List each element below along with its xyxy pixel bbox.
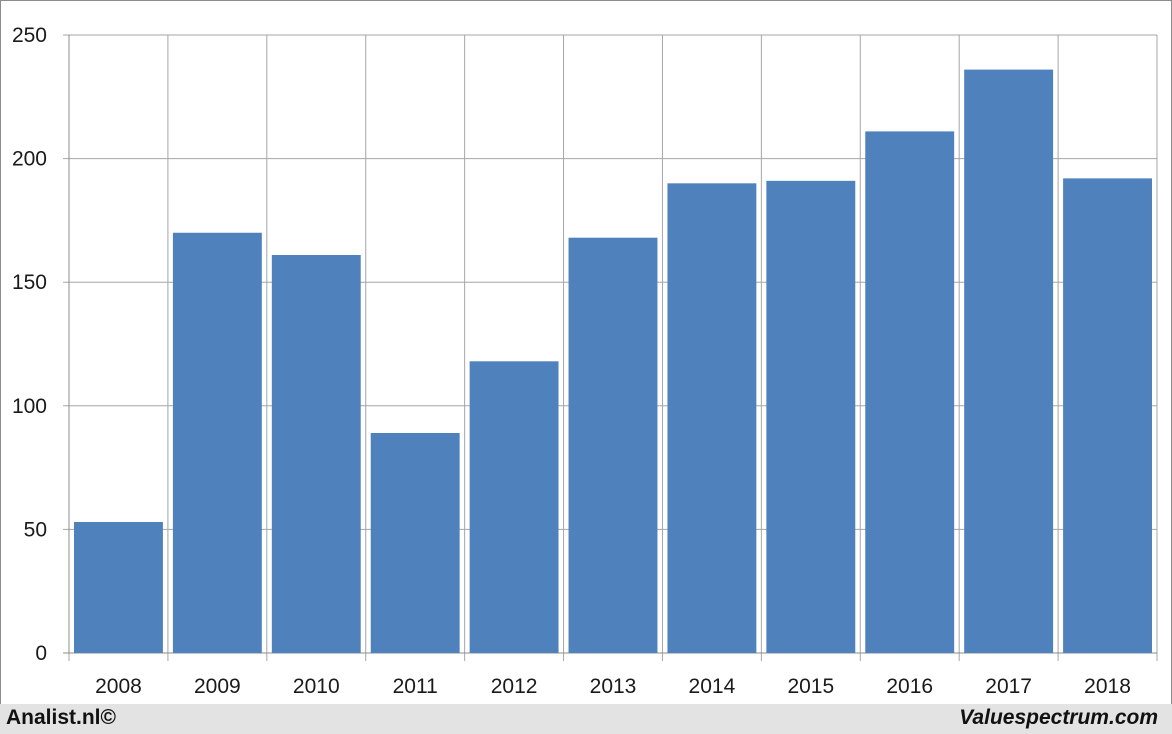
bar-2012: [469, 361, 559, 653]
y-tick-label: 100: [12, 395, 47, 418]
chart-frame: 0 50 100 150 200 250 2008 2009 2010 2011 2012 2013 2…: [0, 0, 1172, 705]
y-tick-label: 0: [35, 642, 47, 665]
bar-2011: [370, 432, 460, 653]
bar-2010: [271, 255, 361, 653]
x-tick-label: 2012: [491, 675, 538, 698]
x-tick-label: 2016: [886, 675, 933, 698]
x-tick-label: 2009: [194, 675, 241, 698]
bar-2013: [568, 237, 658, 654]
x-tick-label: 2013: [590, 675, 637, 698]
bar-chart: 0 50 100 150 200 250 2008 2009 2010 2011 2012 2013 2…: [12, 24, 1158, 698]
bar-2014: [667, 183, 757, 653]
bar-2008: [74, 521, 163, 653]
y-tick-label: 250: [12, 24, 47, 47]
x-tick-label: 2018: [1084, 675, 1131, 698]
x-tick-label: 2010: [293, 675, 340, 698]
y-tick-label: 50: [24, 518, 47, 541]
bar-2009: [172, 232, 262, 653]
bar-2016: [865, 131, 955, 653]
y-tick-label: 150: [12, 271, 47, 294]
footer-bar: Analist.nl© Valuespectrum.com: [0, 704, 1172, 734]
footer-source-left: Analist.nl©: [6, 706, 116, 729]
x-tick-label: 2011: [393, 675, 438, 698]
x-tick-label: 2014: [689, 675, 736, 698]
x-tick-label: 2017: [985, 675, 1032, 698]
bar-2015: [766, 180, 856, 653]
bar-2018: [1063, 178, 1152, 653]
x-tick-label: 2015: [787, 675, 834, 698]
x-tick-label: 2008: [95, 675, 142, 698]
y-tick-label: 200: [12, 148, 47, 171]
bar-2017: [964, 69, 1054, 653]
footer-source-right: Valuespectrum.com: [959, 706, 1158, 729]
